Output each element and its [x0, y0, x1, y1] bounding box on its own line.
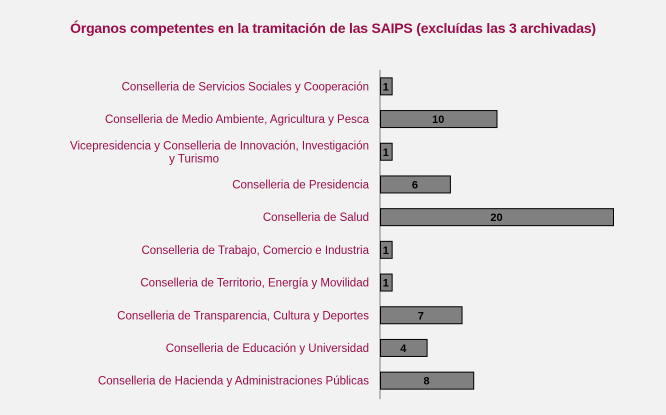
bar-value-label: 4: [400, 343, 407, 355]
category-label: Conselleria de Medio Ambiente, Agricultu…: [105, 114, 370, 126]
bar-value-label: 7: [418, 310, 424, 322]
bar-value-label: 1: [383, 278, 389, 290]
bar-value-label: 1: [383, 147, 389, 159]
bar: [380, 273, 393, 292]
chart-title: Órganos competentes en la tramitación de…: [70, 20, 596, 36]
bar-value-label: 8: [424, 376, 430, 388]
bar: [380, 142, 393, 161]
bar: [380, 240, 393, 259]
category-label: Conselleria de Salud: [263, 212, 369, 224]
bar-value-label: 20: [490, 212, 502, 224]
bar: [380, 175, 451, 194]
bar: [380, 77, 393, 96]
bar: [380, 208, 614, 227]
category-label: Conselleria de Hacienda y Administracion…: [98, 376, 369, 388]
bar: [380, 338, 428, 357]
category-label: Vicepresidencia y Conselleria de Innovac…: [70, 140, 369, 165]
bar-value-label: 1: [383, 245, 389, 257]
category-label: Conselleria de Educación y Universidad: [166, 343, 369, 355]
category-label: Conselleria de Servicios Sociales y Coop…: [122, 81, 369, 93]
bar-value-label: 10: [432, 114, 444, 126]
category-label: Conselleria de Presidencia: [232, 179, 369, 191]
category-label: Conselleria de Transparencia, Cultura y …: [117, 310, 369, 322]
bar: [380, 110, 498, 129]
category-label: Conselleria de Trabajo, Comercio e Indus…: [141, 245, 369, 257]
bar: [380, 371, 475, 390]
bar-value-label: 6: [412, 179, 418, 191]
category-label: Conselleria de Territorio, Energía y Mov…: [140, 278, 369, 290]
bar-value-label: 1: [383, 81, 389, 93]
bar: [380, 306, 463, 325]
